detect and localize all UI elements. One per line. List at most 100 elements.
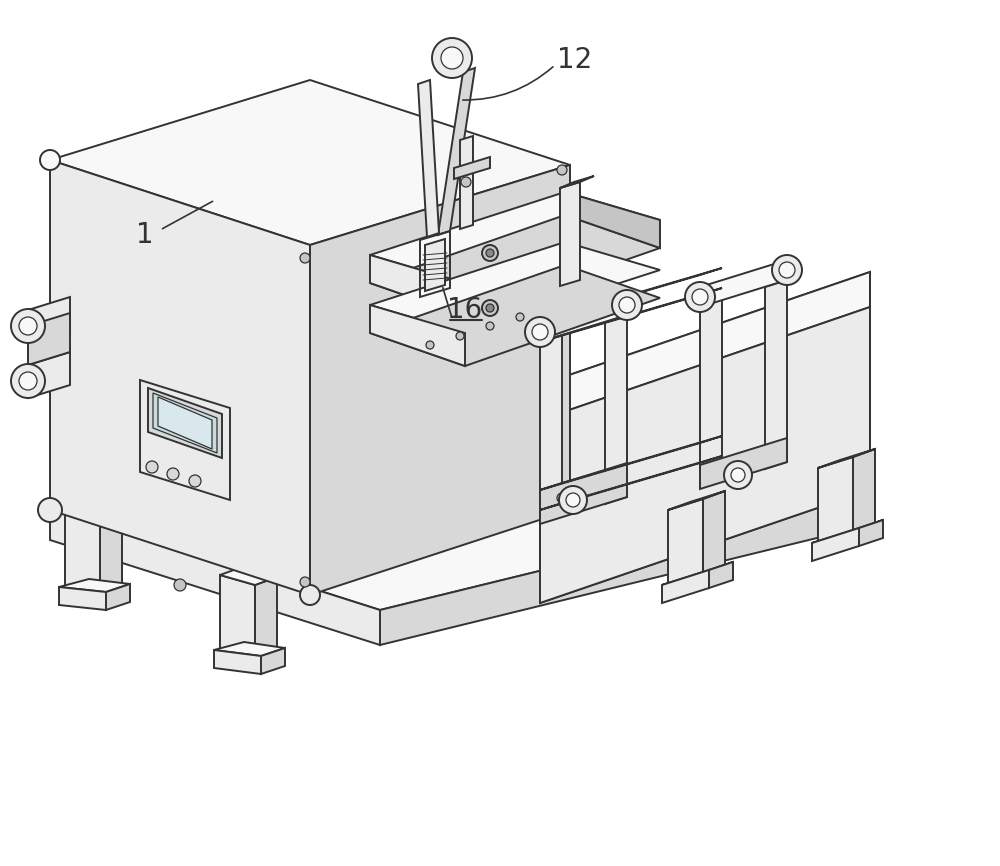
Polygon shape	[709, 562, 733, 588]
Polygon shape	[438, 68, 475, 235]
Polygon shape	[214, 650, 261, 674]
Circle shape	[724, 461, 752, 489]
Polygon shape	[700, 438, 787, 489]
Polygon shape	[812, 520, 883, 543]
Polygon shape	[100, 513, 122, 596]
Polygon shape	[59, 587, 106, 610]
Polygon shape	[454, 157, 490, 179]
Polygon shape	[859, 520, 883, 546]
Polygon shape	[560, 176, 594, 188]
Polygon shape	[153, 393, 217, 453]
Polygon shape	[818, 449, 875, 468]
Polygon shape	[50, 385, 870, 610]
Polygon shape	[703, 491, 725, 574]
Text: 1: 1	[136, 221, 154, 249]
Circle shape	[174, 579, 186, 591]
Circle shape	[532, 324, 548, 340]
Polygon shape	[370, 305, 465, 366]
Circle shape	[19, 317, 37, 335]
Polygon shape	[380, 490, 870, 645]
Circle shape	[685, 282, 715, 312]
Circle shape	[19, 372, 37, 390]
Polygon shape	[565, 192, 660, 248]
Polygon shape	[460, 136, 473, 229]
Polygon shape	[65, 512, 100, 596]
Polygon shape	[65, 504, 122, 521]
Circle shape	[559, 486, 587, 514]
Polygon shape	[59, 579, 130, 592]
Circle shape	[40, 150, 60, 170]
Polygon shape	[28, 352, 70, 398]
Polygon shape	[540, 436, 722, 490]
Circle shape	[38, 498, 62, 522]
Circle shape	[426, 341, 434, 349]
Circle shape	[432, 38, 472, 78]
Circle shape	[612, 290, 642, 320]
Polygon shape	[106, 584, 130, 610]
Polygon shape	[668, 491, 725, 510]
Circle shape	[525, 317, 555, 347]
Circle shape	[779, 262, 795, 278]
Circle shape	[300, 253, 310, 263]
Polygon shape	[50, 505, 380, 645]
Circle shape	[441, 47, 463, 69]
Polygon shape	[28, 313, 70, 365]
Polygon shape	[853, 449, 875, 532]
Polygon shape	[310, 165, 570, 595]
Polygon shape	[158, 397, 212, 449]
Text: 16: 16	[447, 296, 483, 324]
Circle shape	[167, 468, 179, 480]
Polygon shape	[700, 260, 787, 307]
Polygon shape	[540, 307, 870, 603]
Circle shape	[516, 313, 524, 321]
Polygon shape	[700, 298, 722, 487]
Polygon shape	[540, 333, 562, 522]
Circle shape	[456, 332, 464, 340]
Circle shape	[486, 322, 494, 330]
Polygon shape	[220, 575, 255, 660]
Polygon shape	[370, 192, 660, 283]
Polygon shape	[540, 456, 722, 510]
Polygon shape	[148, 388, 222, 458]
Polygon shape	[140, 380, 230, 500]
Polygon shape	[370, 215, 660, 316]
Text: 12: 12	[557, 46, 593, 74]
Polygon shape	[662, 562, 733, 585]
Polygon shape	[540, 272, 870, 603]
Circle shape	[731, 468, 745, 482]
Polygon shape	[560, 182, 580, 286]
Circle shape	[557, 493, 567, 503]
Polygon shape	[425, 239, 445, 291]
Polygon shape	[214, 642, 285, 656]
Circle shape	[300, 585, 320, 605]
Polygon shape	[540, 463, 627, 524]
Polygon shape	[540, 272, 870, 420]
Circle shape	[482, 300, 498, 316]
Circle shape	[11, 364, 45, 398]
Polygon shape	[261, 648, 285, 674]
Polygon shape	[765, 280, 787, 469]
Circle shape	[772, 255, 802, 285]
Circle shape	[486, 249, 494, 257]
Polygon shape	[50, 80, 570, 245]
Circle shape	[619, 297, 635, 313]
Circle shape	[146, 461, 158, 473]
Polygon shape	[668, 499, 703, 585]
Polygon shape	[818, 457, 853, 543]
Polygon shape	[812, 528, 859, 561]
Polygon shape	[418, 80, 439, 237]
Circle shape	[557, 165, 567, 175]
Polygon shape	[370, 265, 660, 366]
Circle shape	[566, 493, 580, 507]
Circle shape	[11, 309, 45, 343]
Polygon shape	[540, 295, 627, 342]
Polygon shape	[540, 288, 722, 342]
Circle shape	[461, 177, 471, 187]
Polygon shape	[370, 242, 660, 333]
Circle shape	[692, 289, 708, 305]
Polygon shape	[28, 297, 70, 343]
Polygon shape	[255, 577, 277, 660]
Circle shape	[189, 475, 201, 487]
Polygon shape	[220, 567, 277, 585]
Polygon shape	[370, 255, 465, 316]
